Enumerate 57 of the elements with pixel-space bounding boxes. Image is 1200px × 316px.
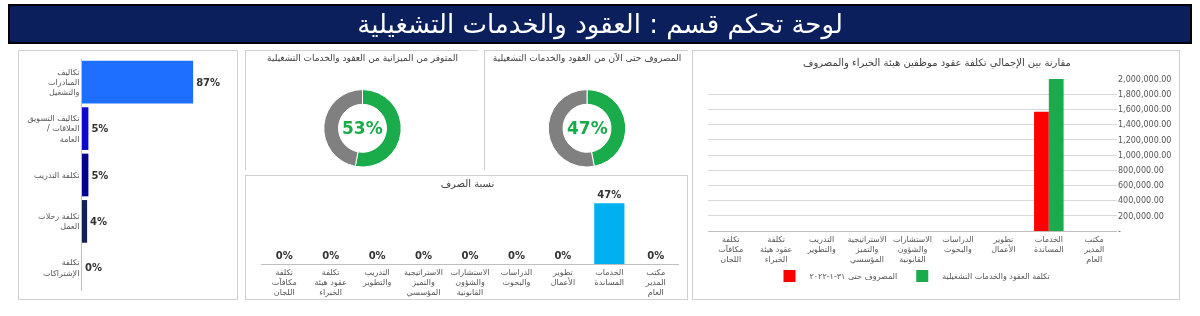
x-tick-label: تكلفة مكافآت اللجان xyxy=(718,234,744,265)
data-label: 0% xyxy=(647,250,665,261)
chart-title: المصروف حتى الآن من العقود والخدمات التشغيلية xyxy=(492,51,682,63)
x-tick-label: الدراسات والبحوث xyxy=(500,267,533,287)
y-tick-label: - xyxy=(1118,226,1121,236)
y-tick-label: 1,000,000.00 xyxy=(1118,150,1172,160)
y-tick-label: 2,000,000.00 xyxy=(1118,74,1172,84)
text: لوحة تحكم قسم : العقود والخدمات التشغيلية xyxy=(8,4,1192,44)
x-tick-label: تكلفة عقود هيئة الخبراء xyxy=(759,234,793,265)
y-tick-label: تكلفة التدريب xyxy=(34,170,80,180)
legend-label: تكلفة العقود والخدمات التشغيلية xyxy=(942,272,1050,282)
x-tick-label: مكتب المدير العام xyxy=(644,267,666,298)
y-tick-label: 1,600,000.00 xyxy=(1118,105,1172,115)
legend-label: المصروف حتى ٣١-١-٢٠٢٢ xyxy=(809,272,898,282)
y-tick-label: تكلفة الإشتراكات xyxy=(43,258,80,279)
data-label: 0% xyxy=(322,250,340,261)
data-label: 0% xyxy=(275,250,293,261)
x-tick-label: الدراسات والبحوث xyxy=(942,234,974,254)
data-label: 87% xyxy=(196,76,221,88)
chart-title: نسبة الصرف xyxy=(440,177,495,189)
y-tick-label: 600,000.00 xyxy=(1118,181,1164,191)
y-tick-label: 400,000.00 xyxy=(1118,196,1164,206)
data-label: 0% xyxy=(85,262,102,274)
y-tick-label: تكلفة رحلات العمل xyxy=(38,212,80,232)
data-label: 47% xyxy=(597,189,622,201)
y-tick-label: 1,800,000.00 xyxy=(1118,90,1172,99)
text: 47% xyxy=(567,118,608,138)
text: 53% xyxy=(342,118,383,138)
chart-title: مقارنة بين الإجمالي تكلفة عقود موظفين هيئة الخبراء والمصروف xyxy=(803,56,1071,69)
data-label: 0% xyxy=(461,250,479,261)
data-label: 0% xyxy=(415,250,433,261)
x-tick-label: الخدمات المساندة xyxy=(1034,234,1064,254)
x-tick-label: التدريب والتطوير xyxy=(361,267,392,287)
data-label: 0% xyxy=(507,250,525,261)
y-tick-label: تكاليف التسويق / العلاقات العامة xyxy=(27,114,80,144)
y-tick-label: 200,000.00 xyxy=(1118,211,1164,221)
x-tick-label: تكلفة مكافآت اللجان xyxy=(271,267,297,298)
data-label: 0% xyxy=(368,250,386,261)
data-label: 4% xyxy=(90,215,108,227)
x-tick-label: الاستراتيجية والتميز المؤسسي xyxy=(847,234,887,265)
x-tick-label: الاستشارات والشؤون القانونية xyxy=(892,234,933,265)
chart-title: المتوفر من الميزانية من العقود والخدمات التشغيلية xyxy=(267,52,458,63)
x-tick-label: مكتب المدير العام xyxy=(1083,234,1105,265)
x-tick-label: تطوير الأعمال xyxy=(550,267,576,287)
x-tick-label: الاستراتيجية والتميز المؤسسي xyxy=(404,267,444,298)
x-tick-label: الخدمات المساندة xyxy=(594,267,625,287)
y-tick-label: 800,000.00 xyxy=(1118,166,1164,175)
data-label: 5% xyxy=(91,169,109,181)
data-label: 5% xyxy=(91,123,109,135)
x-tick-label: الاستشارات والشؤون القانونية xyxy=(450,267,490,298)
y-tick-label: 1,400,000.00 xyxy=(1118,120,1172,130)
x-tick-label: تطوير الأعمال xyxy=(991,234,1016,254)
x-tick-label: التدريب والتطوير xyxy=(806,234,836,254)
x-tick-label: تكلفة عقود هيئة الخبراء xyxy=(314,267,347,298)
y-tick-label: تكاليف المبادرات والتشغيل xyxy=(48,67,80,98)
data-label: 0% xyxy=(554,250,572,261)
y-tick-label: 1,200,000.00 xyxy=(1118,135,1172,145)
